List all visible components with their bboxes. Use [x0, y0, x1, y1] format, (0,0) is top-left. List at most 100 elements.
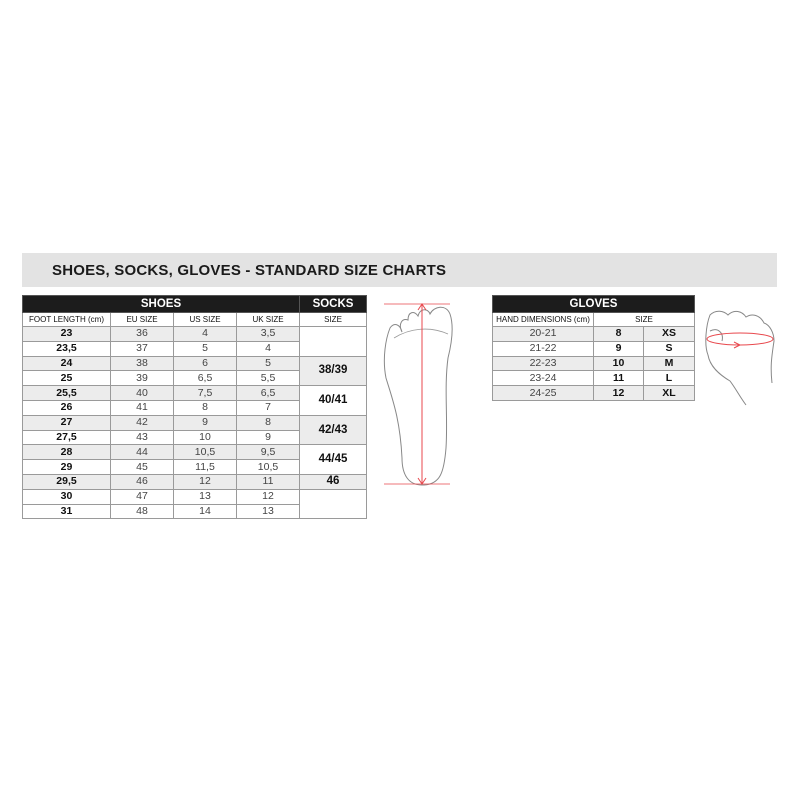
- uk-size-cell: 8: [235, 414, 301, 431]
- eu-size-cell: 46: [110, 473, 174, 490]
- title-banner: SHOES, SOCKS, GLOVES - STANDARD SIZE CHA…: [22, 253, 777, 287]
- foot-length-cell: 31: [22, 503, 111, 520]
- hand-dimension-cell: 21-22: [492, 340, 594, 357]
- foot-length-cell: 23: [22, 326, 111, 342]
- socks-size-cell: 42/43: [299, 414, 368, 446]
- glove-size-row: 20-21 8 XS: [492, 326, 695, 342]
- us-size-cell: 4: [173, 326, 237, 342]
- us-size-cell: 6,5: [173, 370, 237, 387]
- eu-size-cell: 39: [110, 370, 174, 387]
- shoe-size-row: 29,5 46 12 11 46: [22, 473, 368, 490]
- shoe-size-row: 25,5 40 7,5 6,5 40/41: [22, 385, 368, 416]
- glove-number-size-cell: 10: [593, 355, 644, 372]
- uk-size-cell: 10,5: [235, 459, 301, 475]
- foot-length-cell: 28: [22, 444, 111, 461]
- hand-dimension-cell: 24-25: [492, 385, 594, 401]
- gloves-size-table: GLOVES HAND DIMENSIONS (cm) SIZE 20-21 8 X…: [492, 295, 695, 401]
- us-size-cell: 6: [173, 355, 237, 372]
- shoes-size-table: SHOES SOCKS FOOT LENGTH (cm) EU SIZE US …: [21, 295, 368, 520]
- us-size-cell: 5: [173, 340, 237, 357]
- glove-size-row: 24-25 12 XL: [492, 385, 695, 401]
- us-size-cell: 14: [173, 503, 237, 520]
- hand-dimension-cell: 23-24: [492, 370, 594, 387]
- glove-number-size-cell: 12: [593, 385, 644, 401]
- socks-header: SOCKS: [299, 295, 368, 313]
- hand-outline: [705, 310, 775, 406]
- eu-size-cell: 44: [110, 444, 174, 461]
- col-socks-size: SIZE: [299, 312, 368, 327]
- col-foot-length: FOOT LENGTH (cm): [22, 312, 111, 327]
- eu-size-cell: 45: [110, 459, 174, 475]
- us-size-cell: 13: [173, 488, 237, 505]
- socks-size-cell: 40/41: [299, 385, 368, 416]
- glove-letter-size-cell: XL: [643, 385, 695, 401]
- eu-size-cell: 47: [110, 488, 174, 505]
- eu-size-cell: 48: [110, 503, 174, 520]
- foot-length-cell: 27,5: [22, 429, 111, 446]
- us-size-cell: 9: [173, 414, 237, 431]
- uk-size-cell: 11: [235, 473, 301, 490]
- us-size-cell: 7,5: [173, 385, 237, 401]
- foot-length-cell: 24: [22, 355, 111, 372]
- uk-size-cell: 6,5: [235, 385, 301, 401]
- uk-size-cell: 13: [235, 503, 301, 520]
- col-uk-size: UK SIZE: [235, 312, 301, 327]
- us-size-cell: 11,5: [173, 459, 237, 475]
- shoe-size-row: 28 44 10,5 9,5 44/45: [22, 444, 368, 475]
- hand-circumference-measure: [706, 332, 774, 346]
- foot-length-cell: 27: [22, 414, 111, 431]
- foot-illustration: [383, 303, 453, 486]
- uk-size-cell: 9: [235, 429, 301, 446]
- foot-length-cell: 29,5: [22, 473, 111, 490]
- shoe-size-row: 23,5 37 5 4: [22, 340, 367, 357]
- eu-size-cell: 38: [110, 355, 174, 372]
- glove-number-size-cell: 9: [593, 340, 644, 357]
- shoe-size-row: 27 42 9 8 42/43: [22, 414, 368, 446]
- shoe-size-row: 31 48 14 13: [22, 503, 367, 520]
- col-hand-dimensions: HAND DIMENSIONS (cm): [492, 312, 594, 327]
- foot-length-cell: 26: [22, 399, 111, 416]
- eu-size-cell: 42: [110, 414, 174, 431]
- eu-size-cell: 43: [110, 429, 174, 446]
- us-size-cell: 10,5: [173, 444, 237, 461]
- socks-size-cell: [299, 326, 368, 357]
- socks-size-cell: 44/45: [299, 444, 368, 475]
- col-eu-size: EU SIZE: [110, 312, 174, 327]
- glove-number-size-cell: 11: [593, 370, 644, 387]
- uk-size-cell: 5: [235, 355, 301, 372]
- uk-size-cell: 9,5: [235, 444, 301, 461]
- us-size-cell: 12: [173, 473, 237, 490]
- gloves-header: GLOVES: [492, 295, 695, 313]
- foot-length-cell: 29: [22, 459, 111, 475]
- socks-size-cell: 38/39: [299, 355, 368, 387]
- glove-size-row: 22-23 10 M: [492, 355, 695, 372]
- foot-length-cell: 25: [22, 370, 111, 387]
- uk-size-cell: 7: [235, 399, 301, 416]
- shoe-size-row: 23 36 4 3,5: [22, 326, 368, 357]
- uk-size-cell: 12: [235, 488, 301, 505]
- eu-size-cell: 36: [110, 326, 174, 342]
- shoe-size-row: 24 38 6 5 38/39: [22, 355, 368, 387]
- us-size-cell: 8: [173, 399, 237, 416]
- glove-letter-size-cell: XS: [643, 326, 695, 342]
- hand-dimension-cell: 20-21: [492, 326, 594, 342]
- glove-letter-size-cell: S: [643, 340, 695, 357]
- hand-illustration: [705, 310, 775, 406]
- socks-size-cell: [299, 488, 368, 520]
- shoe-size-row: 26 41 8 7: [22, 399, 367, 416]
- glove-letter-size-cell: L: [643, 370, 695, 387]
- col-us-size: US SIZE: [173, 312, 237, 327]
- eu-size-cell: 40: [110, 385, 174, 401]
- foot-length-cell: 25,5: [22, 385, 111, 401]
- glove-size-row: 21-22 9 S: [492, 340, 695, 357]
- socks-size-cell: 46: [299, 473, 368, 490]
- shoe-size-row: 29 45 11,5 10,5: [22, 459, 367, 475]
- eu-size-cell: 37: [110, 340, 174, 357]
- glove-letter-size-cell: M: [643, 355, 695, 372]
- col-glove-size: SIZE: [593, 312, 695, 327]
- eu-size-cell: 41: [110, 399, 174, 416]
- foot-outline: [383, 306, 453, 486]
- glove-size-row: 23-24 11 L: [492, 370, 695, 387]
- uk-size-cell: 4: [235, 340, 301, 357]
- page-title: SHOES, SOCKS, GLOVES - STANDARD SIZE CHA…: [52, 262, 447, 279]
